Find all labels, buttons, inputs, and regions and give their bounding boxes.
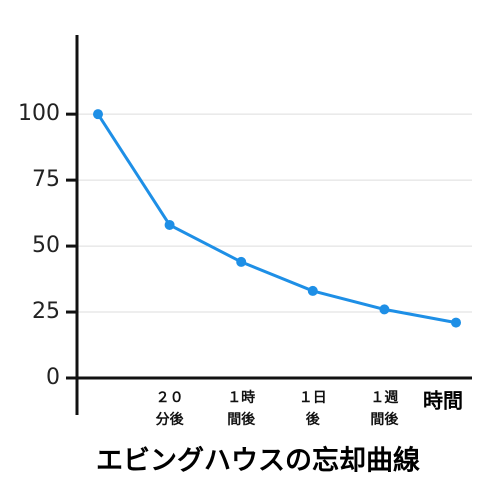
x-axis-label: 時間: [423, 389, 463, 413]
y-tick-label: 100: [18, 101, 60, 126]
y-tick-label: 25: [32, 299, 60, 324]
x-tick-label: １時間後: [227, 390, 256, 428]
point: [236, 256, 247, 267]
point: [164, 219, 175, 230]
point: [451, 317, 461, 328]
point: [379, 304, 390, 315]
y-tick-label: 0: [46, 365, 60, 390]
chart-title: エビングハウスの忘却曲線: [96, 445, 420, 477]
y-tick-label: 50: [32, 233, 60, 258]
y-tick-label: 75: [32, 167, 60, 192]
x-tick-label: １週間後: [370, 390, 399, 428]
x-tick-label: １日後: [298, 390, 327, 428]
line: [96, 113, 457, 325]
point: [93, 109, 103, 120]
x-tick-label: ２０分後: [155, 390, 184, 428]
point: [307, 285, 318, 296]
